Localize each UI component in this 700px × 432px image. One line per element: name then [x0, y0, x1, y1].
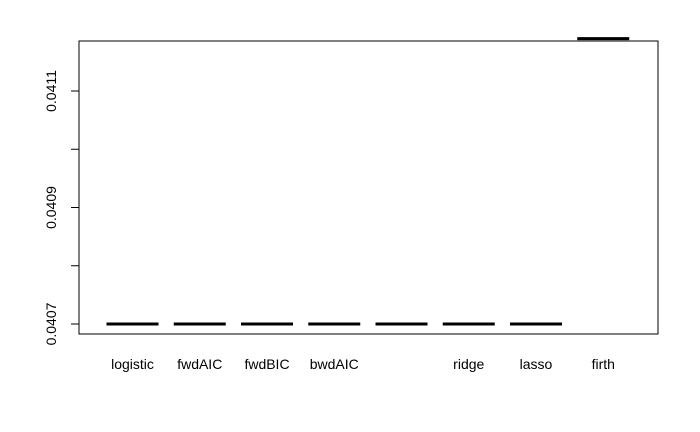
y-tick-label: 0.0409	[43, 186, 59, 229]
x-tick-label: firth	[592, 356, 615, 372]
x-tick-label: bwdAIC	[310, 356, 359, 372]
x-tick-label: ridge	[453, 356, 484, 372]
y-tick-label: 0.0411	[43, 70, 59, 112]
x-tick-label: fwdAIC	[177, 356, 222, 372]
x-axis-tick-labels: logistic fwdAIC fwdBIC bwdAIC ridge lasso firt…	[111, 356, 615, 372]
x-tick-label: fwdBIC	[244, 356, 289, 372]
y-tick-label: 0.0407	[43, 302, 59, 345]
x-tick-label: logistic	[111, 356, 154, 372]
plot-frame	[78, 40, 659, 335]
y-axis-tick-labels: 0.0407 0.0409 0.0411	[43, 70, 59, 346]
y-axis-ticks	[71, 90, 79, 325]
boxplot-series	[106, 37, 630, 326]
x-tick-label: lasso	[520, 356, 553, 372]
